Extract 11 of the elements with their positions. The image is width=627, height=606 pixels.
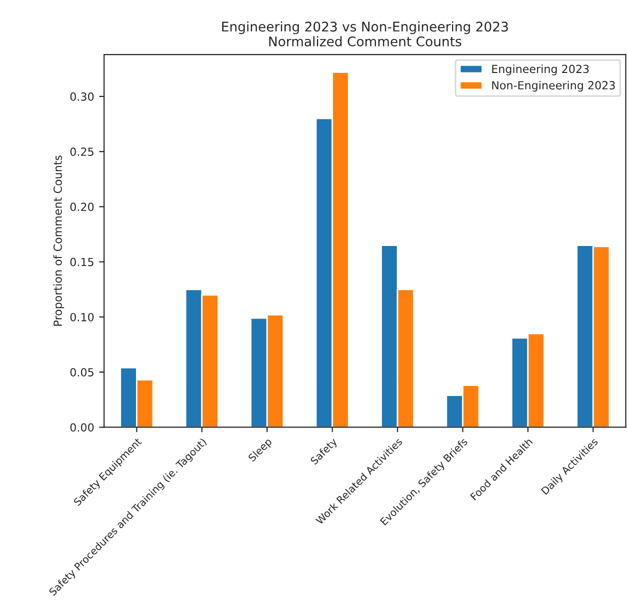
y-tick-label: 0.15 bbox=[70, 258, 94, 266]
y-tick-label: 0.00 bbox=[70, 423, 94, 432]
legend-label: Non-Engineering 2023 bbox=[492, 80, 615, 92]
y-tick-label: 0.30 bbox=[70, 92, 94, 101]
y-tick-label: 0.10 bbox=[70, 312, 94, 322]
y-axis-title: Proportion of Comment Counts bbox=[53, 156, 64, 326]
legend-label: Engineering 2023 bbox=[492, 64, 589, 76]
y-tick-label: 0.05 bbox=[70, 368, 94, 376]
y-tick-label: 0.20 bbox=[70, 202, 94, 212]
chart-title: Engineering 2023 vs Non-Engineering 2023 Normalized Comment Counts bbox=[222, 21, 508, 46]
y-tick-label: 0.25 bbox=[70, 148, 94, 156]
